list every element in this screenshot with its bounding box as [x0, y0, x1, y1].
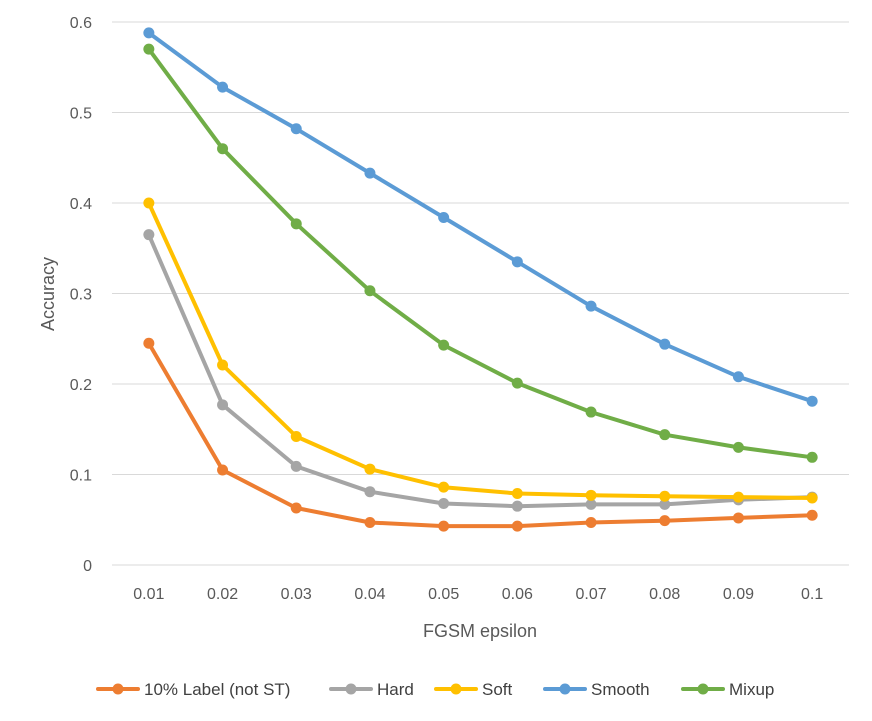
legend-label: Mixup: [729, 680, 774, 699]
data-point: [438, 520, 450, 532]
data-point: [659, 515, 671, 527]
data-point: [290, 218, 302, 230]
x-tick-label: 0.08: [649, 586, 680, 603]
x-tick-label: 0.02: [207, 586, 238, 603]
data-point: [364, 463, 376, 475]
series-line: [146, 341, 815, 529]
series-soft: [143, 197, 818, 504]
data-point: [143, 229, 155, 241]
data-point: [732, 371, 744, 383]
data-point: [511, 520, 523, 532]
series-line: [146, 47, 815, 460]
data-point: [585, 516, 597, 528]
series-line: [146, 30, 815, 404]
data-point: [217, 81, 229, 93]
data-point: [290, 502, 302, 514]
data-point: [585, 300, 597, 312]
series-line: [146, 201, 815, 500]
data-point: [806, 395, 818, 407]
data-point: [659, 429, 671, 441]
x-tick-labels: 0.01 0.02 0.03 0.04 0.05 0.06 0.07 0.08 0.09 0.1: [133, 586, 823, 603]
data-point: [217, 399, 229, 411]
data-point: [585, 406, 597, 418]
data-point: [217, 464, 229, 476]
data-point: [364, 516, 376, 528]
legend-swatch-marker: [112, 683, 124, 695]
x-tick-label: 0.01: [133, 586, 164, 603]
x-tick-label: 0.09: [723, 586, 754, 603]
legend-swatch-marker: [450, 683, 462, 695]
legend-swatch-marker: [559, 683, 571, 695]
data-point: [217, 359, 229, 371]
data-point: [290, 430, 302, 442]
data-point: [806, 509, 818, 521]
data-point: [438, 481, 450, 493]
x-tick-label: 0.03: [281, 586, 312, 603]
legend-item: Hard: [329, 680, 414, 699]
x-tick-label: 0.05: [428, 586, 459, 603]
data-point: [217, 143, 229, 155]
data-point: [659, 498, 671, 510]
data-point: [732, 441, 744, 453]
legend-item: Smooth: [543, 680, 650, 699]
data-point: [806, 492, 818, 504]
y-tick-label: 0.4: [70, 196, 92, 213]
data-point: [143, 43, 155, 55]
data-point: [438, 339, 450, 351]
x-axis-title: FGSM epsilon: [423, 621, 537, 641]
data-point: [732, 491, 744, 503]
data-point: [659, 490, 671, 502]
data-point: [143, 197, 155, 209]
y-axis-title: Accuracy: [38, 257, 58, 331]
legend-item: Soft: [434, 680, 513, 699]
data-point: [364, 486, 376, 498]
legend-label: Hard: [377, 680, 414, 699]
legend: 10% Label (not ST) Hard Soft Smooth Mixup: [96, 680, 774, 699]
legend-item: Mixup: [681, 680, 774, 699]
series-10-label-not-st: [143, 337, 818, 532]
series-hard: [143, 229, 818, 512]
legend-item: 10% Label (not ST): [96, 680, 290, 699]
x-tick-label: 0.04: [354, 586, 385, 603]
y-tick-labels: 0 0.1 0.2 0.3 0.4 0.5 0.6: [70, 15, 92, 575]
data-point: [143, 337, 155, 349]
data-point: [659, 338, 671, 350]
data-point: [511, 488, 523, 500]
data-point: [806, 451, 818, 463]
gridlines: [112, 21, 849, 566]
data-point: [364, 285, 376, 297]
y-tick-label: 0.6: [70, 15, 92, 32]
data-point: [511, 256, 523, 268]
series-smooth: [143, 27, 818, 407]
data-point: [290, 460, 302, 472]
series-mixup: [143, 43, 818, 463]
legend-swatch-marker: [697, 683, 709, 695]
legend-label: Soft: [482, 680, 513, 699]
series-group: [143, 27, 818, 532]
legend-label: 10% Label (not ST): [144, 680, 290, 699]
x-tick-label: 0.1: [801, 586, 823, 603]
y-tick-label: 0.3: [70, 287, 92, 304]
data-point: [438, 497, 450, 509]
x-tick-label: 0.07: [575, 586, 606, 603]
y-tick-label: 0.2: [70, 377, 92, 394]
legend-swatch-marker: [345, 683, 357, 695]
legend-label: Smooth: [591, 680, 650, 699]
data-point: [143, 27, 155, 39]
y-tick-label: 0.1: [70, 468, 92, 485]
series-line: [146, 232, 815, 509]
y-tick-label: 0: [83, 558, 92, 575]
data-point: [364, 167, 376, 179]
data-point: [438, 211, 450, 223]
data-point: [585, 489, 597, 501]
data-point: [732, 512, 744, 524]
x-tick-label: 0.06: [502, 586, 533, 603]
y-tick-label: 0.5: [70, 106, 92, 123]
data-point: [290, 123, 302, 135]
data-point: [511, 500, 523, 512]
data-point: [511, 377, 523, 389]
data-point: [585, 498, 597, 510]
